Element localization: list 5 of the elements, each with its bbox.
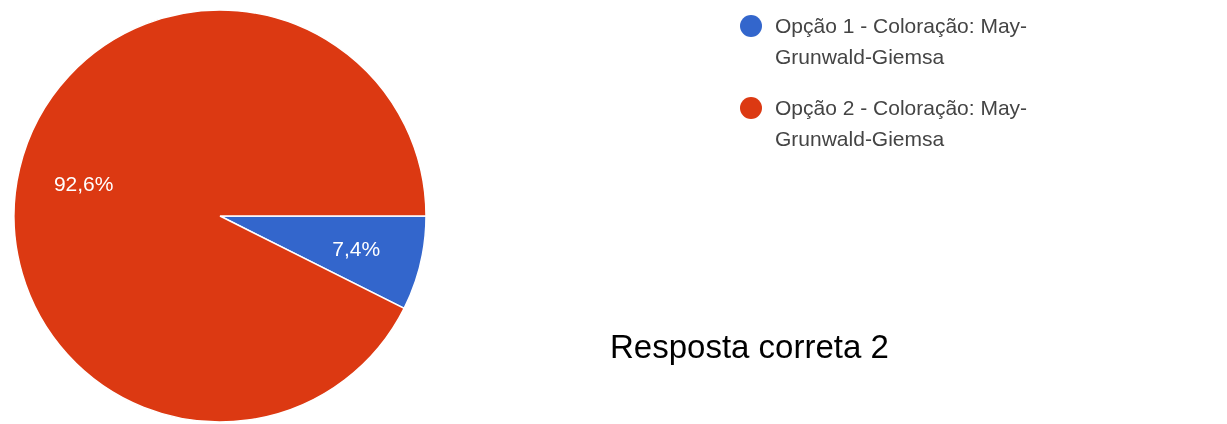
data-label: 7,4% — [332, 236, 381, 260]
legend-label: Opção 2 - Coloração: May-Grunwald-Giemsa — [775, 96, 1028, 150]
text: Resposta correta 2 — [610, 328, 889, 365]
legend-label: Opção 1 - Coloração: May-Grunwald-Giemsa — [775, 14, 1028, 68]
data-label: 92,6% — [53, 172, 114, 196]
